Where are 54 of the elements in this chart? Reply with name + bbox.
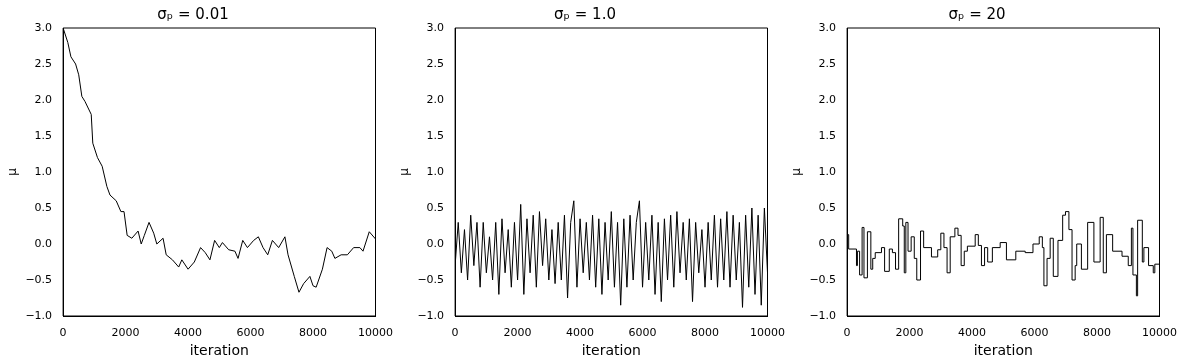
x-tick-label: 4000 bbox=[174, 326, 203, 340]
y-tick-label: 1.5 bbox=[426, 128, 445, 142]
y-tick-label: 1.0 bbox=[34, 164, 53, 178]
x-tick-label: 0 bbox=[451, 326, 459, 340]
x-tick-label: 10000 bbox=[358, 326, 393, 340]
y-tick-label: −1.0 bbox=[809, 308, 837, 322]
x-tick-label: 10000 bbox=[1142, 326, 1177, 340]
x-tick-label: 2000 bbox=[895, 326, 924, 340]
x-tick-label: 10000 bbox=[750, 326, 785, 340]
y-tick-label: 2.5 bbox=[818, 56, 837, 70]
y-tick-label: 1.0 bbox=[818, 164, 837, 178]
y-tick-label: 3.0 bbox=[818, 20, 837, 34]
y-tick-label: −0.5 bbox=[417, 272, 445, 286]
y-tick-label: 0.0 bbox=[34, 236, 53, 250]
x-tick-label: 6000 bbox=[236, 326, 265, 340]
y-tick-label: 2.5 bbox=[426, 56, 445, 70]
y-tick-label: 1.5 bbox=[34, 128, 53, 142]
x-tick-label: 0 bbox=[843, 326, 851, 340]
y-tick-label: 2.0 bbox=[426, 92, 445, 106]
x-tick-label: 8000 bbox=[299, 326, 328, 340]
x-axis-title: iteration bbox=[189, 342, 249, 359]
y-tick-label: −1.0 bbox=[25, 308, 53, 322]
y-tick-label: 0.5 bbox=[34, 200, 53, 214]
y-tick-label: 0.0 bbox=[426, 236, 445, 250]
y-tick-label: 0.5 bbox=[426, 200, 445, 214]
y-tick-label: 2.0 bbox=[818, 92, 837, 106]
x-axis-title: iteration bbox=[973, 342, 1033, 359]
y-axis-title: μ bbox=[397, 167, 412, 176]
y-tick-label: 2.0 bbox=[34, 92, 53, 106]
y-tick-label: 2.5 bbox=[34, 56, 53, 70]
y-tick-label: −0.5 bbox=[809, 272, 837, 286]
y-tick-label: 1.5 bbox=[818, 128, 837, 142]
x-tick-label: 0 bbox=[59, 326, 67, 340]
chart-title: σₚ = 0.01 bbox=[157, 4, 229, 23]
x-tick-label: 4000 bbox=[958, 326, 987, 340]
y-tick-label: 3.0 bbox=[34, 20, 53, 34]
y-tick-label: −0.5 bbox=[25, 272, 53, 286]
x-tick-label: 6000 bbox=[1020, 326, 1049, 340]
x-tick-label: 4000 bbox=[566, 326, 595, 340]
x-tick-label: 2000 bbox=[503, 326, 532, 340]
x-axis-title: iteration bbox=[581, 342, 641, 359]
x-tick-label: 8000 bbox=[691, 326, 720, 340]
x-tick-label: 8000 bbox=[1083, 326, 1112, 340]
y-tick-label: 0.0 bbox=[818, 236, 837, 250]
x-tick-label: 2000 bbox=[111, 326, 140, 340]
chart-title: σₚ = 20 bbox=[948, 4, 1006, 23]
x-tick-label: 6000 bbox=[628, 326, 657, 340]
chart-title: σₚ = 1.0 bbox=[554, 4, 616, 23]
y-tick-label: −1.0 bbox=[417, 308, 445, 322]
y-tick-label: 1.0 bbox=[426, 164, 445, 178]
y-axis-title: μ bbox=[789, 167, 804, 176]
y-axis-title: μ bbox=[5, 167, 20, 176]
y-tick-label: 3.0 bbox=[426, 20, 445, 34]
y-tick-label: 0.5 bbox=[818, 200, 837, 214]
